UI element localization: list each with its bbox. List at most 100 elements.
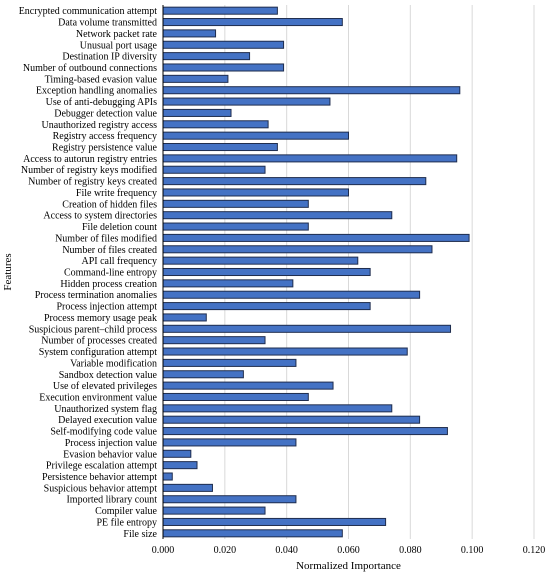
category-label: Access to autorun registry entries [23, 154, 157, 165]
x-tick-label: 0.000 [152, 545, 175, 556]
bar [162, 347, 408, 356]
x-tick-label: 0.020 [214, 545, 237, 556]
category-label: Registry persistence value [52, 143, 158, 154]
bar [162, 177, 427, 186]
bar [162, 529, 343, 538]
bar [162, 222, 309, 231]
category-label: Unusual port usage [80, 40, 158, 51]
bar [162, 199, 309, 208]
category-label: Process termination anomalies [35, 290, 157, 301]
bar [162, 517, 387, 526]
category-label: Registry access frequency [53, 131, 157, 142]
category-label: API call frequency [81, 256, 157, 267]
x-tick-label: 0.040 [275, 545, 298, 556]
bar [162, 233, 470, 242]
category-label: File write frequency [76, 188, 157, 199]
bar [162, 495, 297, 504]
bar [162, 165, 266, 174]
bar [162, 29, 217, 38]
category-label: Evasion behavior value [63, 449, 157, 460]
category-label: Number of registry keys modified [21, 165, 157, 176]
category-label: Imported library count [66, 495, 157, 506]
y-axis-title: Features [2, 253, 14, 290]
bar [162, 63, 285, 72]
bar [162, 18, 343, 27]
bar [162, 245, 433, 254]
bar [162, 131, 349, 140]
category-label: Persistence behavior attempt [42, 472, 157, 483]
bar [162, 404, 393, 413]
x-axis-title: Normalized Importance [296, 560, 401, 572]
category-label: File deletion count [82, 222, 157, 233]
bar [162, 438, 297, 447]
bar [162, 154, 458, 163]
bar [162, 142, 278, 152]
bar [162, 6, 278, 15]
category-label: Process injection value [65, 438, 158, 449]
category-label: Access to system directories [43, 211, 157, 222]
category-label: Unauthorized system flag [54, 404, 157, 415]
bar [162, 336, 266, 345]
bar [162, 108, 232, 117]
category-label: Variable modification [70, 358, 157, 369]
bar [162, 86, 461, 95]
bar [162, 302, 371, 311]
bar [162, 461, 198, 470]
bar [162, 74, 229, 83]
category-label: Encrypted communication attempt [19, 6, 158, 17]
bar [162, 97, 331, 106]
bar [162, 415, 421, 424]
bar [162, 427, 448, 436]
bars [162, 6, 470, 538]
bar [162, 483, 213, 492]
category-label: Timing-based evasion value [45, 74, 158, 85]
category-label: Suspicious behavior attempt [44, 483, 158, 494]
category-label: Delayed execution value [58, 415, 157, 426]
bar [162, 256, 359, 265]
x-tick-label: 0.120 [523, 545, 546, 556]
bar [162, 381, 334, 390]
bar [162, 313, 207, 322]
category-label: Number of files created [62, 245, 157, 256]
bar [162, 267, 371, 277]
category-label: Process injection attempt [56, 302, 157, 313]
bar [162, 188, 349, 197]
bar [162, 472, 173, 481]
bar [162, 506, 266, 515]
x-tick-label: 0.100 [461, 545, 484, 556]
bar [162, 211, 393, 220]
category-label: Suspicious parent–child process [29, 324, 157, 335]
category-label: File size [123, 529, 157, 540]
category-label: Unauthorized registry access [41, 120, 157, 131]
bar [162, 40, 285, 49]
category-label: Number of processes created [41, 336, 157, 347]
category-label: Data volume transmitted [58, 18, 157, 29]
bar [162, 358, 297, 367]
category-label: Compiler value [95, 506, 157, 517]
category-label: Use of anti-debugging APIs [46, 97, 157, 108]
category-label: System configuration attempt [39, 347, 158, 358]
bar [162, 52, 251, 61]
bar [162, 324, 452, 333]
category-label: Command-line entropy [64, 268, 157, 279]
category-label: Exception handling anomalies [36, 86, 157, 97]
bar [162, 290, 421, 299]
x-tick-labels: 0.000 0.020 0.040 0.060 0.080 0.100 0.120 [152, 545, 546, 556]
category-label: Self-modifying code value [50, 427, 157, 438]
category-label: Privilege escalation attempt [46, 461, 157, 472]
category-label: Hidden process creation [60, 279, 157, 290]
category-label: Number of outbound connections [23, 63, 157, 74]
category-label: Creation of hidden files [62, 199, 157, 210]
category-label: Network packet rate [76, 29, 158, 40]
bar [162, 449, 192, 458]
category-label: Process memory usage peak [44, 313, 157, 324]
category-label: Sandbox detection value [59, 370, 158, 381]
x-tick-label: 0.060 [337, 545, 360, 556]
category-label: Number of files modified [55, 233, 157, 244]
x-tick-label: 0.080 [399, 545, 422, 556]
category-label: Number of registry keys created [28, 177, 157, 188]
category-label: Destination IP diversity [62, 52, 157, 63]
bar [162, 392, 309, 402]
